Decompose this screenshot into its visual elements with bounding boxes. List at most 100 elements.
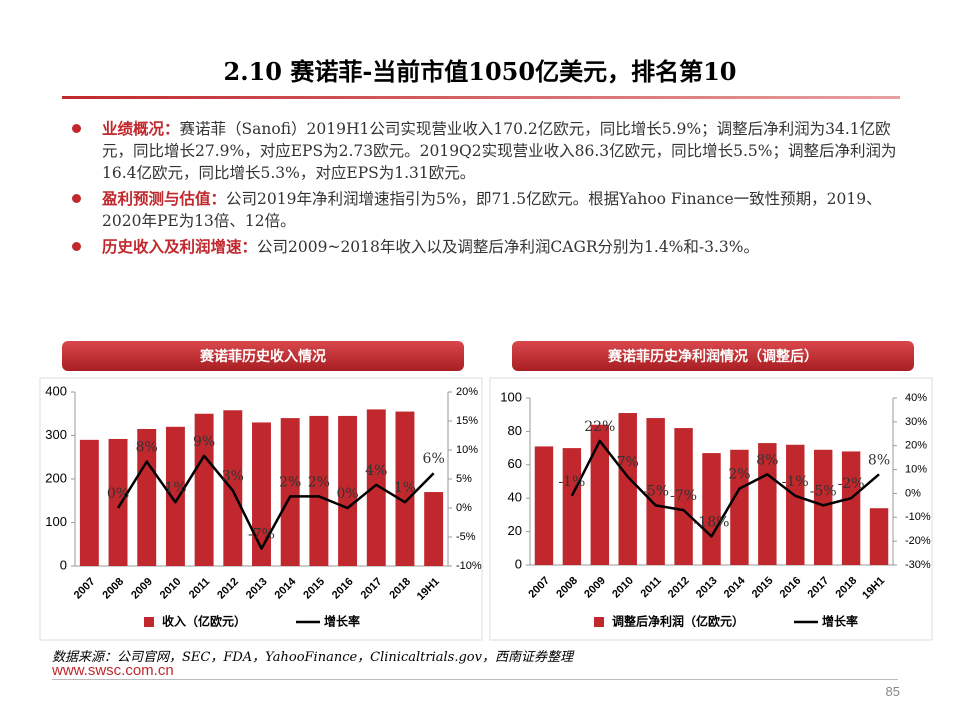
data-label: 0% — [107, 486, 129, 502]
data-label: 8% — [868, 452, 890, 468]
data-label: -7% — [670, 488, 697, 504]
y2-tick-label: 10% — [456, 444, 478, 456]
chart-frame — [39, 377, 483, 641]
data-label: 6% — [423, 451, 445, 467]
x-tick-label: 2008 — [100, 576, 126, 602]
legend-swatch — [594, 617, 604, 627]
bar — [194, 413, 214, 566]
y2-tick-label: -20% — [905, 535, 931, 547]
y2-tick-label: 0% — [456, 502, 472, 514]
legend-label: 收入（亿欧元） — [162, 614, 246, 629]
bullet-label: 历史收入及利润增速： — [102, 237, 258, 256]
data-label: 2% — [279, 474, 301, 490]
bar — [562, 448, 582, 565]
bar — [730, 449, 749, 565]
x-tick-label: 2016 — [778, 575, 804, 601]
y2-tick-label: 20% — [905, 440, 927, 452]
x-tick-label: 2009 — [129, 576, 155, 602]
bullet-label: 业绩概况： — [102, 119, 180, 138]
line — [570, 439, 880, 538]
x-tick-label: 2009 — [582, 575, 608, 601]
y2-tick-label: -10% — [905, 511, 931, 523]
data-label: 2% — [308, 474, 330, 490]
bar — [758, 443, 777, 565]
bar — [869, 508, 889, 565]
bar — [165, 426, 185, 566]
x-tick-label: 2018 — [833, 575, 859, 601]
x-tick-label: 2013 — [244, 576, 270, 602]
data-label: -5% — [810, 483, 837, 499]
bar — [79, 439, 99, 566]
x-tick-label: 2011 — [187, 576, 212, 601]
line — [116, 454, 435, 550]
bar — [395, 411, 415, 566]
data-label: 0% — [336, 486, 358, 502]
chart-frame — [489, 377, 933, 641]
bar — [424, 492, 444, 566]
bar — [841, 451, 861, 565]
data-label: 3% — [222, 469, 244, 485]
x-tick-label: 19H1 — [860, 575, 887, 602]
data-label: 2% — [728, 467, 750, 483]
bar — [646, 418, 665, 565]
data-label: 1% — [394, 480, 416, 496]
data-label: -7% — [248, 527, 275, 543]
y2-tick-label: 30% — [905, 416, 927, 428]
x-tick-label: 2010 — [158, 576, 184, 602]
y2-tick-label: 5% — [456, 473, 472, 485]
data-label: 8% — [136, 440, 158, 456]
data-label: 9% — [193, 434, 215, 450]
x-tick-label: 2018 — [387, 576, 413, 602]
bar — [137, 428, 157, 566]
bar — [702, 453, 721, 565]
bar — [618, 413, 637, 565]
data-label: -1% — [782, 474, 809, 490]
x-tick-label: 2007 — [526, 575, 552, 601]
footer-url: www.swsc.com.cn — [52, 662, 174, 679]
x-tick-label: 2014 — [273, 575, 299, 601]
bullet-text: 赛诺菲（Sanofi）2019H1公司实现营业收入170.2亿欧元，同比增长5.… — [102, 120, 897, 182]
x-tick-label: 19H1 — [415, 576, 442, 603]
legend-label: 调整后净利润（亿欧元） — [612, 614, 744, 629]
y-tick-label: 300 — [45, 427, 67, 442]
data-label: 8% — [756, 452, 778, 468]
chart-title: 赛诺菲历史净利润情况（调整后） — [607, 348, 818, 365]
data-label: -18% — [694, 514, 730, 530]
bar — [366, 409, 386, 566]
x-tick-label: 2017 — [806, 575, 832, 601]
banner — [512, 341, 914, 371]
bar — [534, 446, 554, 565]
data-label: 7% — [617, 455, 639, 471]
banner — [62, 341, 464, 371]
y-tick-label: 60 — [508, 456, 522, 471]
data-label: -5% — [642, 483, 669, 499]
bullet-label: 盈利预测与估值： — [102, 189, 227, 208]
bullet: 业绩概况：赛诺菲（Sanofi）2019H1公司实现营业收入170.2亿欧元，同… — [70, 118, 906, 184]
y-tick-label: 80 — [508, 423, 522, 438]
x-tick-label: 2013 — [694, 575, 720, 601]
source-note: 数据来源：公司官网，SEC，FDA，YahooFinance，Clinicalt… — [52, 650, 573, 665]
data-label: 22% — [584, 419, 615, 435]
slide-title: 2.10 赛诺菲-当前市值1050亿美元，排名第10 — [223, 57, 737, 86]
bar — [108, 438, 128, 566]
legend-label: 增长率 — [324, 614, 360, 629]
y-tick-label: 20 — [508, 523, 522, 538]
x-tick-label: 2011 — [638, 575, 663, 600]
bullet: 盈利预测与估值：公司2019年净利润增速指引为5%，即71.5亿欧元。根据Yah… — [70, 188, 906, 232]
bar — [252, 422, 271, 566]
bar — [223, 410, 243, 566]
bar — [590, 424, 610, 565]
y2-tick-label: -30% — [905, 559, 931, 571]
y-tick-label: 200 — [45, 470, 67, 485]
bullet-text: 公司2009~2018年收入以及调整后净利润CAGR分别为1.4%和-3.3%。 — [257, 238, 759, 256]
bar — [338, 415, 358, 566]
x-tick-label: 2008 — [554, 575, 580, 601]
data-label: -1% — [558, 474, 585, 490]
y2-tick-label: -5% — [456, 531, 476, 543]
legend-swatch — [144, 617, 154, 627]
x-tick-label: 2012 — [666, 575, 692, 601]
x-tick-label: 2010 — [610, 575, 636, 601]
bar — [786, 444, 805, 565]
